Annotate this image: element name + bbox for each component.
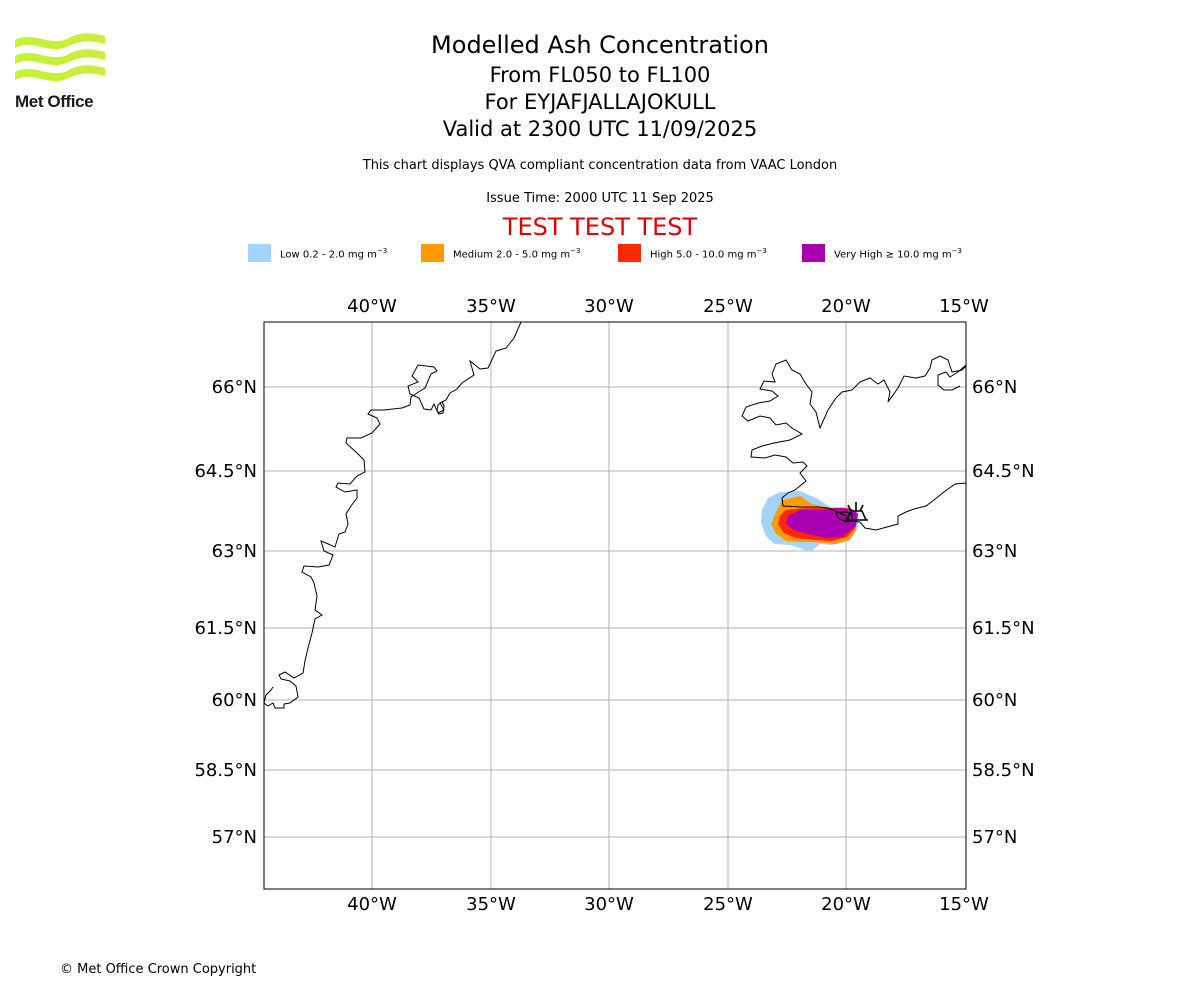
iceland-peninsula — [937, 364, 967, 391]
legend-swatch-high — [618, 244, 641, 262]
lon-tick-top: 35°W — [466, 296, 516, 317]
lat-tick-left: 64.5°N — [194, 461, 257, 482]
legend-swatch-very-high — [802, 244, 825, 262]
lon-tick-top: 25°W — [703, 296, 753, 317]
map-frame — [263, 321, 967, 890]
legend-label-high: High 5.0 - 10.0 mg m — [650, 249, 757, 261]
lon-tick-bottom: 30°W — [584, 894, 634, 915]
test-banner: TEST TEST TEST — [502, 213, 698, 241]
copyright-notice: © Met Office Crown Copyright — [60, 962, 257, 977]
volcano-marker-icon — [844, 502, 868, 521]
volcano-name: For EYJAFJALLAJOKULL — [484, 90, 716, 114]
lat-tick-left: 63°N — [212, 541, 257, 562]
lon-tick-top: 15°W — [939, 296, 989, 317]
lat-tick-left: 60°N — [212, 690, 257, 711]
lon-tick-top: 40°W — [347, 296, 397, 317]
lat-tick-right: 60°N — [972, 690, 1017, 711]
lon-tick-bottom: 40°W — [347, 894, 397, 915]
lat-ticks-left: 66°N 64.5°N 63°N 61.5°N 60°N 58.5°N 57°N — [194, 377, 257, 848]
greenland-coastline — [263, 321, 522, 709]
iceland-coastline — [741, 355, 967, 531]
lon-tick-bottom: 20°W — [821, 894, 871, 915]
lon-tick-bottom: 35°W — [466, 894, 516, 915]
met-office-logo-text: Met Office — [15, 92, 94, 111]
legend-label-very-high: Very High ≥ 10.0 mg m — [834, 249, 952, 261]
lat-tick-right: 66°N — [972, 377, 1017, 398]
lon-tick-top: 30°W — [584, 296, 634, 317]
lat-ticks-right: 66°N 64.5°N 63°N 61.5°N 60°N 58.5°N 57°N — [972, 377, 1035, 848]
legend-swatch-low — [248, 244, 271, 262]
valid-time: Valid at 2300 UTC 11/09/2025 — [442, 117, 758, 141]
issue-time: Issue Time: 2000 UTC 11 Sep 2025 — [486, 191, 714, 206]
lat-tick-left: 66°N — [212, 377, 257, 398]
flight-level-range: From FL050 to FL100 — [489, 63, 711, 87]
chart-description: This chart displays QVA compliant concen… — [362, 158, 838, 173]
lat-tick-right: 57°N — [972, 827, 1017, 848]
lat-tick-left: 57°N — [212, 827, 257, 848]
lat-tick-right: 61.5°N — [972, 618, 1035, 639]
lon-tick-bottom: 15°W — [939, 894, 989, 915]
lon-tick-bottom: 25°W — [703, 894, 753, 915]
lon-ticks-top: 40°W 35°W 30°W 25°W 20°W 15°W — [347, 296, 989, 317]
lat-tick-right: 58.5°N — [972, 760, 1035, 781]
met-office-logo-icon — [15, 33, 105, 82]
chart-title: Modelled Ash Concentration — [431, 31, 769, 59]
legend-swatch-medium — [421, 244, 444, 262]
legend-label-medium: Medium 2.0 - 5.0 mg m — [453, 249, 571, 261]
ash-very-high-region — [786, 508, 858, 538]
lon-tick-top: 20°W — [821, 296, 871, 317]
lat-tick-right: 64.5°N — [972, 461, 1035, 482]
greenland-island — [436, 401, 445, 415]
legend-label-low: Low 0.2 - 2.0 mg m — [280, 249, 377, 261]
lon-ticks-bottom: 40°W 35°W 30°W 25°W 20°W 15°W — [347, 894, 989, 915]
lat-tick-left: 58.5°N — [194, 760, 257, 781]
map-gridlines — [264, 322, 966, 889]
lat-tick-right: 63°N — [972, 541, 1017, 562]
lat-tick-left: 61.5°N — [194, 618, 257, 639]
